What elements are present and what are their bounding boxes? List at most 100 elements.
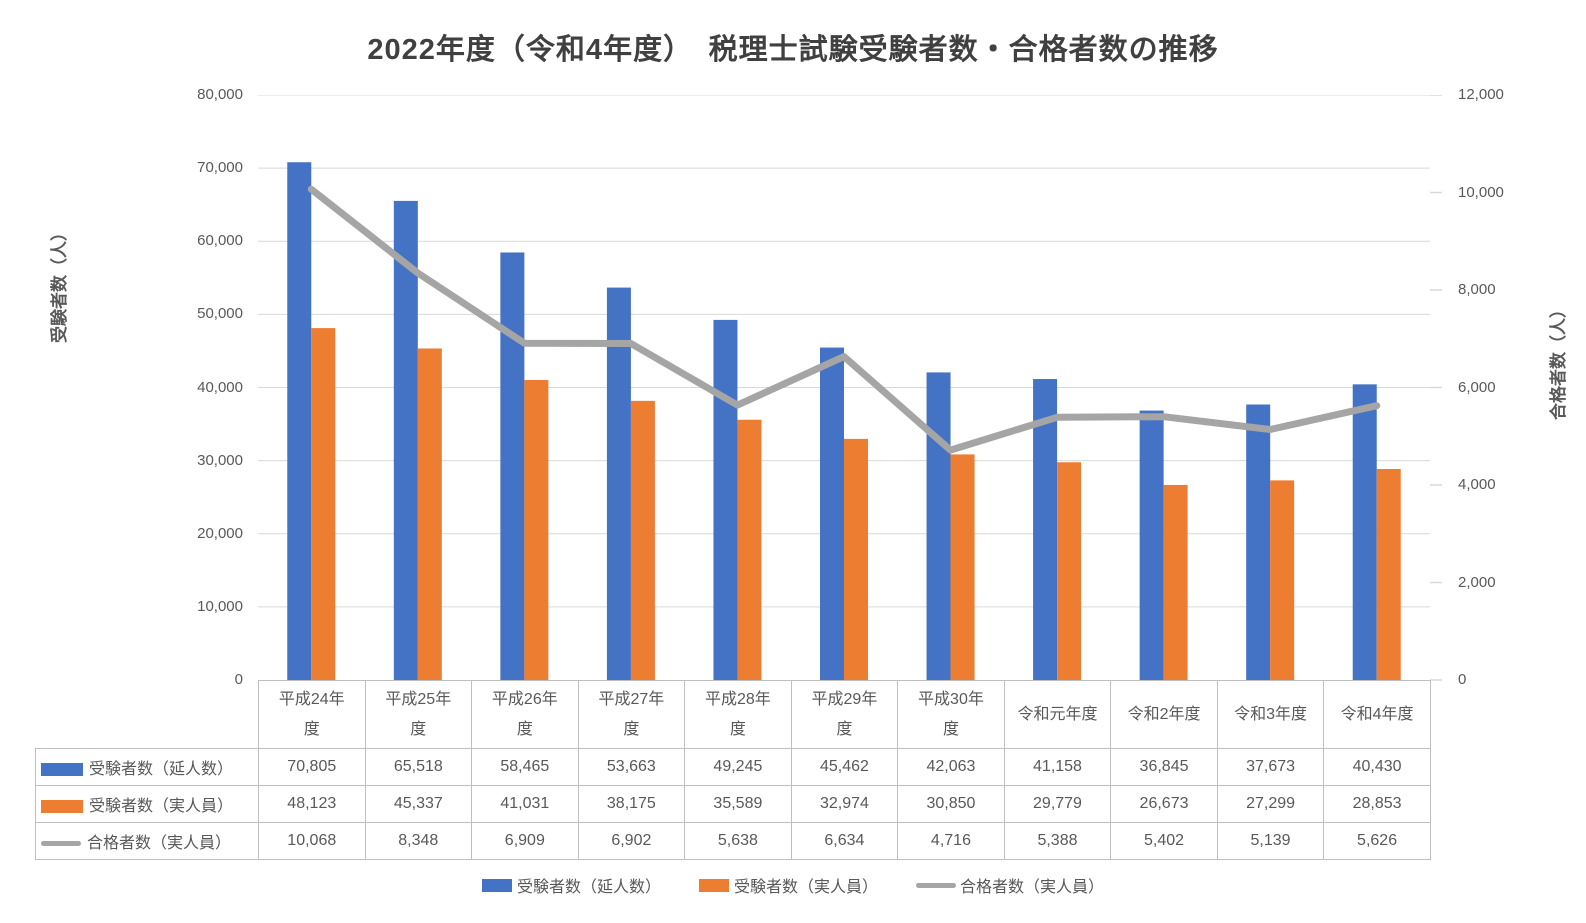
- legend-label: 合格者数（実人員）: [960, 879, 1105, 896]
- bar-examinees-actual: [950, 454, 975, 680]
- value-cell: 6,902: [577, 822, 686, 860]
- value-cell: 48,123: [258, 785, 366, 823]
- right-axis-tick-label: 4,000: [1458, 476, 1496, 493]
- bar-examinees-total: [1246, 404, 1271, 680]
- bar-examinees-actual: [630, 400, 655, 680]
- bar-examinees-actual: [844, 438, 868, 680]
- left-axis-title: 受験者数（人）: [50, 224, 69, 343]
- bar-examinees-total: [1033, 379, 1058, 680]
- plot-area: [258, 95, 1442, 681]
- bar-examinees-actual: [417, 348, 442, 680]
- value-cell: 41,158: [1003, 748, 1112, 786]
- legend-item: 合格者数（実人員）: [916, 873, 1104, 897]
- left-axis-tick-label: 0: [234, 671, 243, 688]
- bar-examinees-actual: [1163, 484, 1188, 680]
- series-label-cell: 受験者数（延人数）: [35, 748, 259, 786]
- bar-examinees-actual: [1057, 462, 1082, 680]
- value-cell: 28,853: [1323, 785, 1431, 823]
- bar-examinees-total: [1352, 384, 1377, 680]
- bar-examinees-actual: [524, 379, 549, 680]
- value-cell: 10,068: [258, 822, 366, 860]
- value-cell: 5,139: [1216, 822, 1325, 860]
- value-cell: 36,845: [1110, 748, 1218, 786]
- value-cell: 35,589: [684, 785, 792, 823]
- bar-examinees-total: [713, 319, 738, 680]
- value-cell: 5,388: [1003, 822, 1112, 860]
- value-cell: 27,299: [1216, 785, 1325, 823]
- chart-title: 2022年度（令和4年度） 税理士試験受験者数・合格者数の推移: [367, 34, 1219, 66]
- legend-item: 受験者数（実人員）: [698, 873, 878, 897]
- value-cell: 58,465: [471, 748, 579, 786]
- bar-examinees-total: [926, 372, 951, 680]
- table-row: 受験者数（延人数） 70,805 65,518 58,465 53,663 49,245 4…: [35, 748, 1431, 786]
- value-cell: 49,245: [684, 748, 792, 786]
- left-axis-tick-label: 80,000: [197, 86, 243, 103]
- table-corner-cell: [36, 681, 259, 749]
- value-cell: 5,402: [1110, 822, 1218, 860]
- bar-examinees-total: [393, 200, 418, 680]
- value-cell: 6,634: [790, 822, 899, 860]
- value-cell: 5,626: [1323, 822, 1431, 860]
- category-header-cell: 令和4年度: [1323, 680, 1431, 749]
- right-axis-tick-label: 12,000: [1458, 86, 1504, 103]
- legend-marker-line-icon: [916, 882, 956, 888]
- table-row: 受験者数（実人員） 48,123 45,337 41,031 38,175 35,589 3…: [35, 785, 1431, 823]
- legend-label: 受験者数（延人数）: [516, 879, 661, 896]
- legend: 受験者数（延人数） 受験者数（実人員） 合格者数（実人員）: [0, 873, 1586, 897]
- line-passers-actual: [307, 185, 1381, 454]
- right-axis-title: 合格者数（人）: [1549, 301, 1568, 420]
- right-axis-tick-label: 8,000: [1458, 281, 1496, 298]
- series-label-cell: 受験者数（実人員）: [35, 785, 259, 823]
- value-cell: 45,337: [364, 785, 473, 823]
- value-cell: 70,805: [258, 748, 366, 786]
- category-header-cell: 令和3年度: [1216, 680, 1325, 749]
- series-marker-bar-icon: [41, 763, 83, 777]
- left-axis-tick-label: 50,000: [197, 305, 243, 323]
- category-header-cell: 令和2年度: [1110, 680, 1218, 749]
- category-header-cell: 令和元年度: [1003, 680, 1112, 749]
- value-cell: 6,909: [471, 822, 579, 860]
- value-cell: 29,779: [1003, 785, 1112, 823]
- value-cell: 30,850: [897, 785, 1005, 823]
- category-header-cell: 平成25年 度: [364, 680, 473, 749]
- table-row: 合格者数（実人員） 10,068 8,348 6,909 6,902 5,638 6,634…: [35, 822, 1431, 860]
- series-label: 合格者数（実人員）: [87, 835, 232, 852]
- category-header-cell: 平成29年 度: [790, 680, 899, 749]
- bar-examinees-actual: [1376, 469, 1401, 680]
- category-header-cell: 平成28年 度: [684, 680, 792, 749]
- series-label: 受験者数（延人数）: [89, 761, 234, 778]
- value-cell: 37,673: [1216, 748, 1325, 786]
- series-label-cell: 合格者数（実人員）: [35, 822, 259, 860]
- value-cell: 65,518: [364, 748, 473, 786]
- value-cell: 42,063: [897, 748, 1005, 786]
- value-cell: 4,716: [897, 822, 1005, 860]
- legend-item: 受験者数（延人数）: [481, 873, 661, 897]
- series-marker-line-icon: [41, 841, 81, 847]
- value-cell: 26,673: [1110, 785, 1218, 823]
- bar-examinees-total: [606, 287, 631, 680]
- bar-examinees-actual: [737, 419, 762, 680]
- value-cell: 38,175: [577, 785, 686, 823]
- legend-marker-bar-icon: [698, 878, 729, 892]
- category-header-cell: 平成26年 度: [471, 680, 579, 749]
- bar-examinees-total: [1139, 410, 1164, 680]
- right-axis-tick-label: 6,000: [1458, 378, 1496, 396]
- value-cell: 40,430: [1323, 748, 1431, 786]
- bar-examinees-total: [820, 347, 844, 680]
- left-axis-tick-label: 10,000: [197, 597, 243, 615]
- left-axis-tick-label: 70,000: [197, 159, 243, 177]
- value-cell: 41,031: [471, 785, 579, 823]
- series-marker-bar-icon: [41, 800, 83, 814]
- left-axis-tick-label: 40,000: [197, 378, 243, 396]
- value-cell: 53,663: [577, 748, 686, 786]
- right-axis-tick-label: 2,000: [1458, 573, 1496, 591]
- legend-label: 受験者数（実人員）: [733, 879, 878, 896]
- category-header-cell: 平成30年 度: [897, 680, 1005, 749]
- value-cell: 45,462: [790, 748, 899, 786]
- bar-examinees-actual: [311, 328, 336, 680]
- left-axis-tick-label: 30,000: [197, 451, 243, 469]
- value-cell: 32,974: [790, 785, 899, 823]
- bar-examinees-total: [500, 252, 525, 681]
- bar-examinees-total: [287, 162, 312, 681]
